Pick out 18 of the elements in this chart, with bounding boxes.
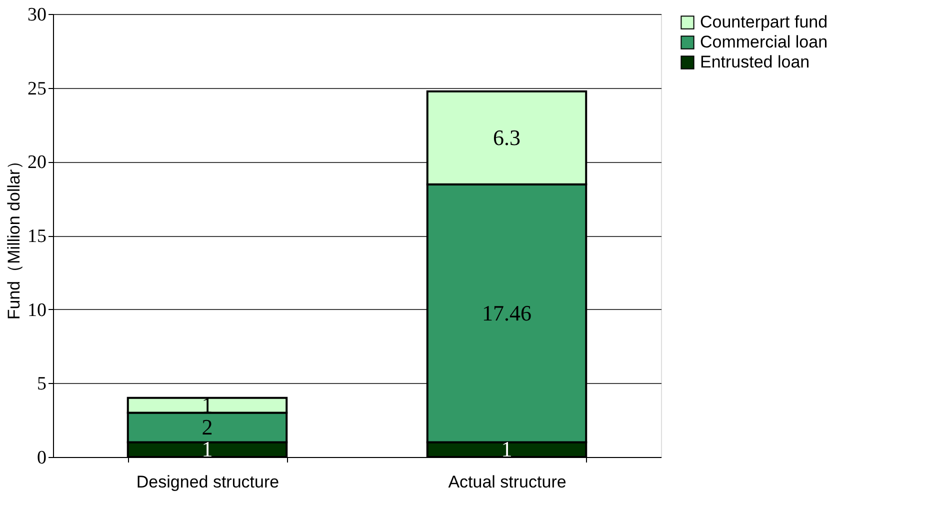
data-label: 2 [202, 414, 213, 440]
y-tick-label: 15 [28, 226, 46, 247]
y-tick-label: 25 [28, 78, 46, 100]
data-label: 17.46 [482, 300, 532, 326]
y-tick-label: 0 [37, 448, 46, 468]
y-tick-label: 20 [28, 152, 46, 174]
data-label: 1 [501, 436, 512, 462]
legend-label: Counterpart fund [700, 12, 828, 32]
data-label: 1 [202, 436, 213, 462]
y-tick-label: 10 [28, 300, 46, 321]
legend-label: Entrusted loan [700, 52, 810, 72]
x-tick-label: Actual structure [448, 472, 566, 492]
y-tick-label: 30 [28, 4, 46, 26]
data-label: 6.3 [493, 124, 521, 150]
x-tick-label: Designed structure [136, 472, 280, 492]
legend-label: Commercial loan [700, 32, 828, 52]
y-tick-label: 5 [37, 374, 46, 395]
y-axis-title: Fund（Million dollar） [4, 152, 24, 320]
